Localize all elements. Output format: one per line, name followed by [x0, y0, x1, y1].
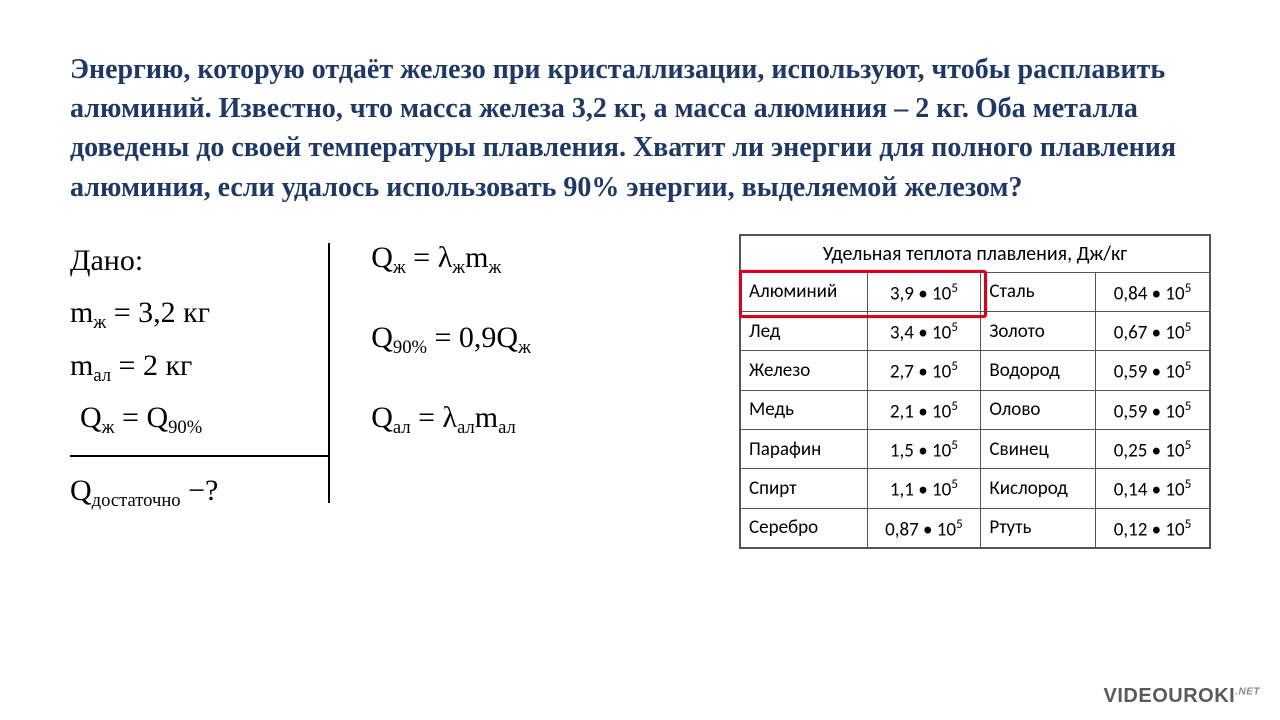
value-cell: 0,59 • 105	[1096, 390, 1210, 429]
table-row: Медь2,1 • 105Олово0,59 • 105	[741, 390, 1210, 429]
formula-3: Qал = λалmал	[371, 397, 720, 441]
value-cell: 2,7 • 105	[867, 351, 981, 390]
given-line-1: mж = 3,2 кг	[70, 287, 341, 340]
value-cell: 0,25 • 105	[1096, 430, 1210, 469]
value-cell: 0,59 • 105	[1096, 351, 1210, 390]
formulas-column: Qж = λжmж Q90% = 0,9Qж Qал = λалmал	[341, 235, 720, 477]
value-cell: 3,4 • 105	[867, 312, 981, 351]
value-cell: 3,9 • 105	[867, 272, 981, 311]
value-cell: 0,84 • 105	[1096, 272, 1210, 311]
table-row: Лед3,4 • 105Золото0,67 • 105	[741, 312, 1210, 351]
value-cell: 2,1 • 105	[867, 390, 981, 429]
value-cell: 0,67 • 105	[1096, 312, 1210, 351]
material-cell: Водород	[981, 351, 1096, 390]
table-row: Спирт1,1 • 105Кислород0,14 • 105	[741, 469, 1210, 508]
material-cell: Алюминий	[741, 272, 868, 311]
table-row: Парафин1,5 • 105Свинец0,25 • 105	[741, 430, 1210, 469]
material-cell: Сталь	[981, 272, 1096, 311]
material-cell: Спирт	[741, 469, 868, 508]
table-row: Алюминий3,9 • 105Сталь0,84 • 105	[741, 272, 1210, 311]
given-line-2: mал = 2 кг	[70, 340, 341, 393]
given-column: Дано: mж = 3,2 кг mал = 2 кг Qж = Q90% Q…	[70, 235, 341, 518]
slide: Энергию, которую отдаёт железо при крист…	[0, 0, 1280, 720]
material-cell: Парафин	[741, 430, 868, 469]
watermark: VIDEOUROKI.NET	[1104, 685, 1260, 708]
material-cell: Свинец	[981, 430, 1096, 469]
work-area: Дано: mж = 3,2 кг mал = 2 кг Qж = Q90% Q…	[70, 235, 1210, 548]
given-find: Qдостаточно −?	[70, 465, 341, 518]
watermark-main: VIDEOUROKI	[1104, 685, 1236, 707]
problem-statement: Энергию, которую отдаёт железо при крист…	[70, 50, 1210, 207]
watermark-suffix: .NET	[1235, 686, 1260, 697]
given-heading: Дано:	[70, 235, 341, 288]
horizontal-divider	[70, 455, 328, 457]
material-cell: Медь	[741, 390, 868, 429]
vertical-divider	[328, 243, 330, 503]
given-line-3: Qж = Q90%	[70, 392, 341, 445]
table-title: Удельная теплота плавления, Дж/кг	[741, 235, 1210, 272]
heat-table: Удельная теплота плавления, Дж/кг Алюмин…	[740, 235, 1210, 548]
table-row: Железо2,7 • 105Водород0,59 • 105	[741, 351, 1210, 390]
formula-2: Q90% = 0,9Qж	[371, 317, 720, 361]
material-cell: Олово	[981, 390, 1096, 429]
material-cell: Железо	[741, 351, 868, 390]
material-cell: Лед	[741, 312, 868, 351]
value-cell: 1,1 • 105	[867, 469, 981, 508]
value-cell: 0,14 • 105	[1096, 469, 1210, 508]
value-cell: 0,12 • 105	[1096, 508, 1210, 547]
value-cell: 0,87 • 105	[867, 508, 981, 547]
table-column: Удельная теплота плавления, Дж/кг Алюмин…	[720, 235, 1210, 548]
material-cell: Серебро	[741, 508, 868, 547]
formula-1: Qж = λжmж	[371, 237, 720, 281]
material-cell: Ртуть	[981, 508, 1096, 547]
material-cell: Кислород	[981, 469, 1096, 508]
table-row: Серебро0,87 • 105Ртуть0,12 • 105	[741, 508, 1210, 547]
material-cell: Золото	[981, 312, 1096, 351]
value-cell: 1,5 • 105	[867, 430, 981, 469]
